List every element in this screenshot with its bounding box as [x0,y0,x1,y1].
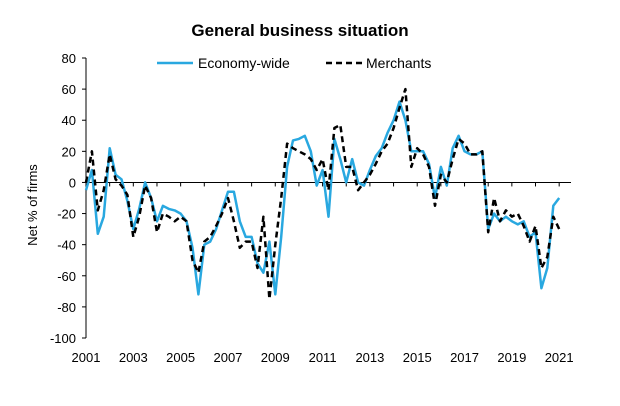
x-ticks: 2001 2003 2005 2007 2009 2011 2013 2015 2017 2019… [72,182,574,365]
y-tick-label: 0 [69,175,76,190]
y-tick-label: -20 [57,207,76,222]
y-tick-label: 60 [62,82,76,97]
x-tick-label: 2003 [119,350,148,365]
y-tick-label: -60 [57,269,76,284]
x-tick-label: 2001 [72,350,101,365]
series-line-merchants [84,87,561,301]
series-line-economy-wide [84,100,561,296]
x-tick-label: 2005 [166,350,195,365]
y-axis-label: Net % of firms [25,164,40,246]
y-ticks: 80 60 40 20 0 -20 -40 -60 -80 -100 [50,51,86,346]
y-tick-label: 20 [62,144,76,159]
y-tick-label: -40 [57,238,76,253]
series-group [84,87,561,301]
x-tick-label: 2015 [403,350,432,365]
x-tick-label: 2017 [450,350,479,365]
y-tick-label: -80 [57,300,76,315]
x-tick-label: 2021 [545,350,574,365]
x-tick-label: 2019 [497,350,526,365]
y-tick-label: 40 [62,113,76,128]
x-tick-label: 2013 [355,350,384,365]
legend-label-merchants: Merchants [366,55,431,71]
x-tick-label: 2009 [261,350,290,365]
y-tick-label: 80 [62,51,76,66]
legend: Economy-wide Merchants [157,55,431,71]
legend-label-economy-wide: Economy-wide [198,55,290,71]
x-tick-label: 2007 [213,350,242,365]
chart-title: General business situation [191,21,408,40]
x-tick-label: 2011 [309,350,337,365]
y-tick-label: -100 [50,331,76,346]
